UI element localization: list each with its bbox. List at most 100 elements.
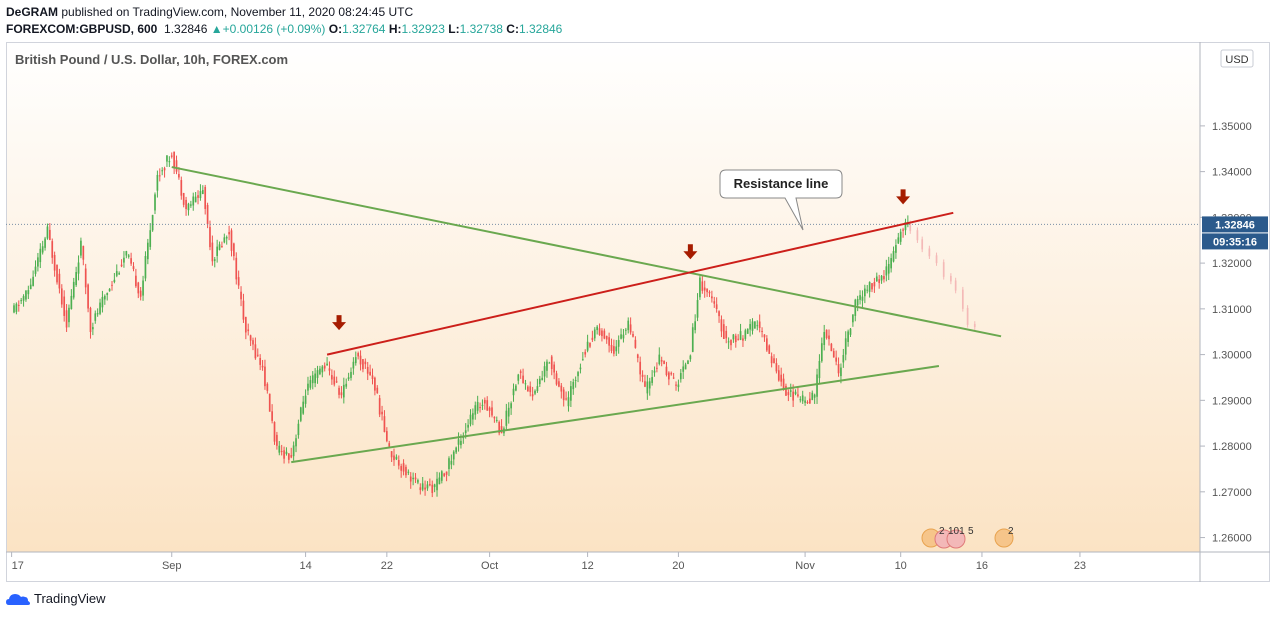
time-axis[interactable]: 17 Sep 14 22 Oct 12 20 Nov 10 16 23 <box>11 552 1086 572</box>
candle-body <box>20 300 23 302</box>
candle-body <box>531 394 534 397</box>
candle-body <box>22 296 25 301</box>
candle-body <box>309 380 312 388</box>
candle-body <box>158 175 161 177</box>
candle-body <box>820 343 823 362</box>
candle-body <box>37 257 39 267</box>
candle-body <box>15 303 18 312</box>
candle-body <box>49 229 51 240</box>
candle-body <box>483 399 486 404</box>
candle-body <box>194 196 197 203</box>
price-tick-label: 1.26000 <box>1212 533 1252 545</box>
tradingview-footer[interactable]: TradingView <box>6 591 106 606</box>
candle-body <box>393 455 395 461</box>
candle-body <box>307 383 309 391</box>
down-arrow-icon <box>332 315 347 331</box>
candle-body <box>632 333 634 337</box>
candle-body <box>677 384 680 388</box>
currency-label: USD <box>1225 54 1248 66</box>
candle-body <box>486 400 489 411</box>
candle-body <box>273 422 276 442</box>
candle-body <box>610 344 613 351</box>
svg-text:2: 2 <box>1008 526 1014 537</box>
candle-body <box>701 281 704 291</box>
candle-body <box>878 279 881 284</box>
candle-body <box>732 334 735 340</box>
candle-body <box>292 445 295 457</box>
projection-candle <box>916 230 919 241</box>
candle-body <box>902 229 904 231</box>
candle-body <box>799 399 802 401</box>
currency-box[interactable] <box>1220 49 1254 68</box>
candle-body <box>871 283 873 290</box>
event-icons[interactable]: 2 101 5 2 <box>921 526 1014 549</box>
candle-body <box>240 291 242 300</box>
time-tick-label: 23 <box>1074 560 1086 572</box>
candle-body <box>734 335 737 343</box>
candle-body <box>290 455 293 458</box>
candle-body <box>644 381 646 387</box>
time-tick-label: 12 <box>581 560 593 572</box>
low-label: L: <box>448 22 460 36</box>
candle-body <box>761 330 763 332</box>
candle-body <box>689 355 692 360</box>
candle-body <box>863 288 866 297</box>
candle-body <box>261 365 264 368</box>
projection-candle <box>942 262 945 277</box>
candle-body <box>727 341 730 343</box>
candle-body <box>844 338 847 355</box>
candle-body <box>448 458 450 470</box>
candle-body <box>118 273 121 275</box>
candle-body <box>70 295 73 310</box>
candle-body <box>742 338 744 341</box>
candle-body <box>94 313 97 321</box>
drawings-layer <box>6 166 1200 464</box>
candle-body <box>828 335 830 340</box>
candle-body <box>479 407 481 409</box>
price-axis[interactable]: 1.350001.340001.330001.320001.310001.300… <box>1200 121 1268 545</box>
candle-body <box>605 336 608 340</box>
candle-body <box>101 296 104 308</box>
candle-body <box>436 478 438 491</box>
candle-body <box>113 279 116 282</box>
price-chart[interactable]: 1.350001.340001.330001.320001.310001.300… <box>6 42 1270 582</box>
author-name[interactable]: DeGRAM <box>6 5 59 19</box>
price-tick-label: 1.30000 <box>1212 350 1252 362</box>
candle-body <box>350 371 352 378</box>
candle-body <box>175 160 178 172</box>
candle-body <box>467 424 469 428</box>
candle-body <box>682 366 685 372</box>
candle-body <box>374 377 376 391</box>
candle-body <box>252 340 254 345</box>
candle-body <box>44 238 46 248</box>
candle-body <box>797 394 799 397</box>
candle-body <box>684 364 687 370</box>
price-tick-label: 1.35000 <box>1212 121 1252 133</box>
candle-body <box>316 370 319 378</box>
candle-body <box>216 246 218 256</box>
down-arrow-icon <box>896 189 911 205</box>
projection-candle <box>966 307 969 325</box>
candle-body <box>302 401 305 414</box>
time-tick-label: 10 <box>895 560 907 572</box>
candle-body <box>230 230 233 251</box>
candle-body <box>331 375 333 380</box>
candle-body <box>675 384 677 386</box>
candle-body <box>777 370 780 381</box>
resistance-trendline[interactable] <box>326 211 954 356</box>
candle-body <box>17 304 20 306</box>
candle-body <box>438 477 441 485</box>
candle-body <box>706 288 708 293</box>
descending-trendline[interactable] <box>171 166 1002 338</box>
candle-body <box>376 387 379 394</box>
arrow-head <box>332 322 347 331</box>
candle-body <box>412 477 414 480</box>
candle-body <box>72 281 75 298</box>
candle-body <box>244 316 247 333</box>
candle-body <box>646 381 649 394</box>
candle-body <box>41 246 44 253</box>
rising-support-trendline[interactable] <box>291 365 940 464</box>
time-tick-label: 20 <box>672 560 684 572</box>
candle-body <box>708 291 711 294</box>
candle-body <box>476 401 479 411</box>
